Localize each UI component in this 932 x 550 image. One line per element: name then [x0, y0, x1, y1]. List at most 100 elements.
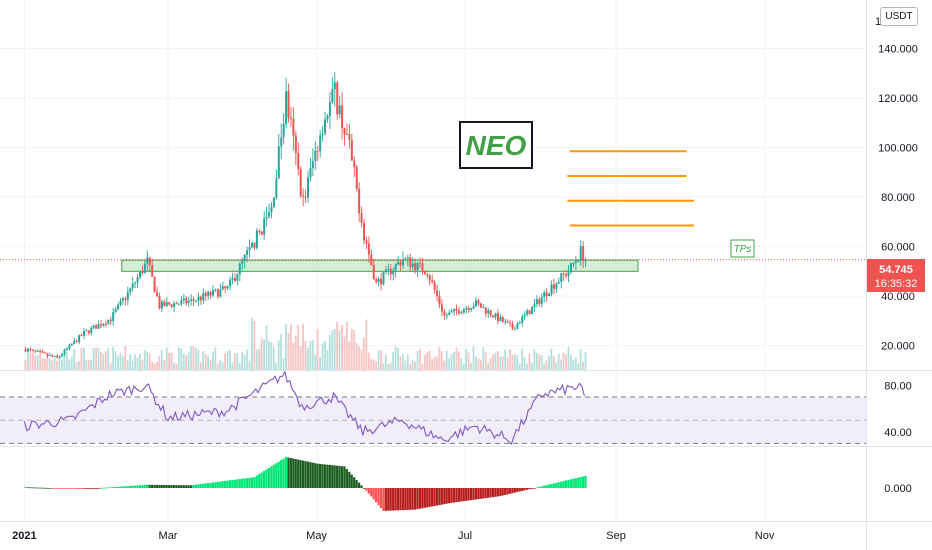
candle-body: [545, 292, 548, 297]
candle-body: [226, 286, 229, 289]
macd-histogram-bar: [165, 485, 168, 488]
macd-histogram-bar: [148, 484, 151, 488]
candle-body: [238, 263, 241, 275]
candle-body: [555, 283, 558, 289]
candle-body: [399, 262, 402, 266]
candle-body: [58, 356, 61, 358]
candle-body: [190, 299, 193, 301]
candle-body: [146, 257, 149, 264]
volume-bar: [506, 357, 509, 370]
macd-histogram-bar: [255, 475, 258, 488]
candle-body: [97, 324, 100, 329]
price-axis[interactable]: 20.000 40.000 60.000 80.000 100.000 120.000 14…: [875, 16, 918, 353]
volume-bar: [516, 355, 519, 370]
macd-histogram-bar: [272, 464, 275, 488]
candle-body: [428, 275, 431, 281]
macd-histogram-bar: [131, 485, 134, 488]
candle-body: [48, 355, 51, 357]
volume-bar: [326, 350, 329, 370]
macd-histogram-bar: [401, 488, 404, 511]
candle-body: [90, 327, 93, 333]
support-zone[interactable]: [121, 259, 639, 272]
bar-countdown: 16:35:32: [875, 278, 918, 290]
candle-body: [538, 299, 541, 304]
macd-histogram-bar: [299, 460, 302, 488]
volume-bar: [484, 351, 487, 370]
candle-body: [78, 335, 81, 343]
volume-bar: [333, 328, 336, 370]
macd-histogram-bar: [143, 484, 146, 488]
macd-histogram-bar: [338, 465, 341, 488]
macd-histogram-bar: [355, 479, 358, 488]
volume-bar: [70, 356, 73, 370]
candle-body: [321, 133, 324, 136]
macd-histogram-bar: [372, 488, 375, 500]
candle-body: [460, 312, 463, 314]
candle-body: [258, 230, 261, 232]
candle-body: [345, 134, 348, 136]
candle-body: [207, 291, 210, 296]
candle-body: [487, 310, 490, 314]
candle-body: [574, 260, 577, 263]
volume-bar: [545, 360, 548, 370]
volume-bar: [321, 343, 324, 370]
macd-histogram-bar: [68, 488, 71, 489]
take-profit-lines[interactable]: [567, 150, 694, 227]
volume-bar: [453, 351, 455, 370]
candle-body: [423, 271, 426, 275]
volume-bar: [513, 354, 516, 370]
candle-body: [63, 349, 66, 355]
volume-bar: [382, 363, 385, 370]
volume-bar: [65, 351, 68, 370]
macd-histogram-bar: [326, 464, 329, 488]
candle-body: [426, 274, 429, 276]
macd-histogram-bar: [487, 488, 490, 498]
rsi-axis[interactable]: 40.00 80.00: [884, 380, 912, 438]
macd-histogram-bar: [438, 488, 441, 506]
candle-body: [472, 306, 475, 309]
candle-body: [95, 325, 98, 329]
macd-histogram-bar: [29, 487, 32, 489]
currency-selector[interactable]: USDT: [880, 7, 918, 26]
macd-histogram-bar: [457, 488, 460, 502]
volume-bar: [511, 354, 514, 370]
time-axis[interactable]: 2021 Mar May Jul Sep Nov: [12, 530, 775, 542]
candle-body: [248, 247, 251, 251]
candle-body: [197, 296, 200, 301]
macd-histogram-bar: [170, 485, 173, 488]
volume-bar: [572, 359, 575, 370]
volume-bar: [387, 363, 390, 370]
candle-body: [177, 303, 180, 305]
candle-body: [219, 289, 222, 297]
macd-histogram-bar: [194, 484, 197, 488]
macd-histogram-bar: [292, 458, 295, 488]
volume-bar: [209, 359, 212, 370]
macd-histogram-bar: [206, 483, 210, 488]
macd-axis[interactable]: 0.000: [884, 483, 912, 495]
macd-histogram-bar: [418, 488, 422, 509]
volume-bar: [141, 359, 144, 370]
macd-histogram-bar: [243, 478, 246, 488]
macd-histogram-bar: [112, 487, 115, 488]
volume-bar: [475, 356, 477, 370]
candle-body: [511, 323, 514, 329]
volume-bar: [584, 352, 587, 370]
macd-histogram-bar: [77, 488, 81, 489]
tps-annotation[interactable]: TPs: [730, 239, 755, 258]
volume-bar: [216, 363, 219, 370]
candle-body: [465, 308, 468, 310]
candle-body: [414, 263, 417, 271]
volume-bar: [358, 346, 360, 370]
volume-bar: [431, 359, 433, 370]
macd-histogram-bar: [443, 488, 446, 505]
macd-histogram-bar: [523, 488, 526, 491]
candle-body: [180, 300, 183, 304]
macd-histogram-bar: [182, 485, 185, 488]
neo-annotation[interactable]: NEO: [459, 121, 533, 169]
candle-body: [531, 307, 534, 315]
macd-histogram-bar: [104, 487, 107, 489]
volume-bar: [90, 359, 93, 370]
candle-body: [263, 218, 266, 235]
candle-body: [501, 317, 504, 323]
